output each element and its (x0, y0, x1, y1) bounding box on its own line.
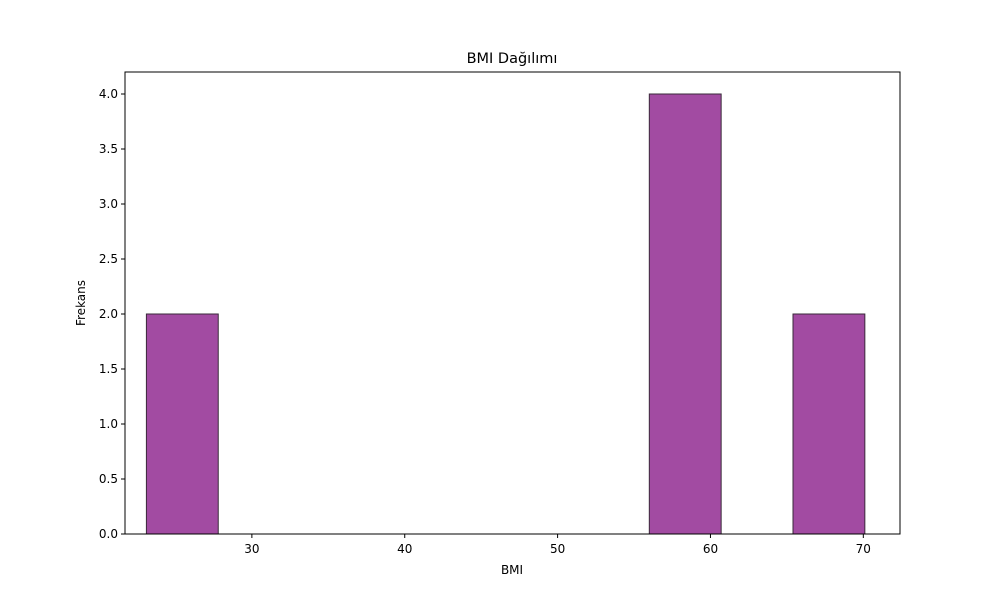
histogram-bar-0 (145, 313, 219, 535)
x-tick-label: 70 (856, 542, 871, 556)
y-tick-label: 1.0 (99, 417, 118, 431)
y-tick-label: 1.5 (99, 362, 118, 376)
x-axis-title: BMI (501, 563, 523, 577)
y-tick-label: 0.0 (99, 527, 118, 541)
y-tick-label: 4.0 (99, 87, 118, 101)
x-tick-label: 30 (244, 542, 259, 556)
y-tick-label: 3.5 (99, 142, 118, 156)
x-tick-label: 40 (397, 542, 412, 556)
plot-area-frame (124, 71, 901, 535)
x-tick-label: 50 (550, 542, 565, 556)
chart-title: BMI Dağılımı (467, 51, 558, 67)
histogram-bar-7 (648, 93, 722, 535)
y-tick-label: 2.0 (99, 307, 118, 321)
histogram-bar-9 (792, 313, 866, 535)
x-tick-label: 60 (703, 542, 718, 556)
y-axis: 0.0 0.5 1.0 1.5 2.0 2.5 3.0 3.5 4.0 (99, 87, 125, 541)
y-tick-label: 2.5 (99, 252, 118, 266)
y-axis-title: Frekans (74, 280, 88, 326)
bars-layer (145, 93, 866, 535)
y-tick-label: 0.5 (99, 472, 118, 486)
x-axis: 30 40 50 60 70 (244, 534, 871, 556)
y-tick-label: 3.0 (99, 197, 118, 211)
